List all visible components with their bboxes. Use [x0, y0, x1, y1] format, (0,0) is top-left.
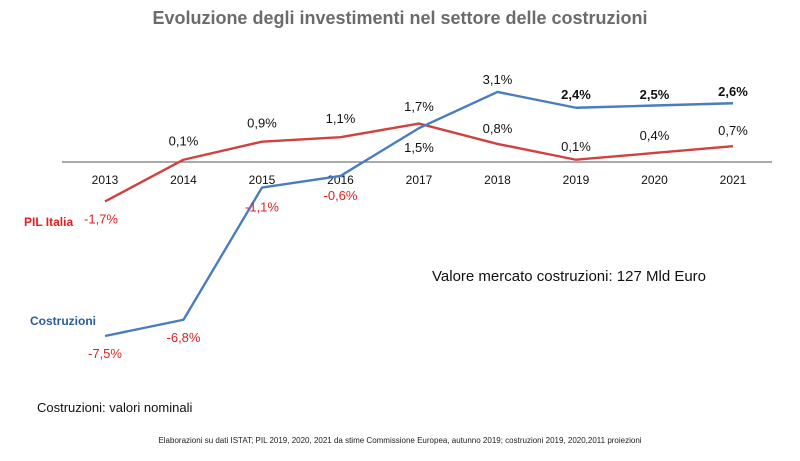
data-label: 1,5%: [404, 140, 434, 155]
data-label: 1,1%: [326, 111, 356, 126]
data-label: 2,6%: [718, 84, 748, 99]
x-tick-label: 2018: [484, 173, 511, 187]
data-label: 0,8%: [483, 121, 513, 136]
x-tick-label: 2020: [641, 173, 668, 187]
source-footnote: Elaborazioni su dati ISTAT; PIL 2019, 20…: [158, 436, 642, 445]
series-line-pil-italia: [104, 122, 734, 203]
series-label-pil-italia: PIL Italia: [24, 215, 73, 229]
x-tick-label: 2015: [249, 173, 276, 187]
series-line-costruzioni: [104, 90, 734, 338]
data-label: 1,7%: [404, 99, 434, 114]
data-label: 0,1%: [561, 139, 591, 154]
data-label: -1,7%: [84, 211, 118, 226]
x-tick-label: 2019: [563, 173, 590, 187]
data-label: -1,1%: [245, 200, 279, 215]
x-tick-label: 2014: [170, 173, 197, 187]
data-label: 0,1%: [169, 134, 199, 149]
market-value-annotation: Valore mercato costruzioni: 127 Mld Euro: [432, 268, 707, 285]
series-label-costruzioni: Costruzioni: [30, 314, 96, 328]
x-tick-label: 2021: [720, 173, 747, 187]
data-label: 2,5%: [640, 87, 670, 102]
data-label: 0,7%: [718, 123, 748, 138]
x-tick-label: 2013: [92, 173, 119, 187]
data-label: -6,8%: [167, 330, 201, 345]
data-label: -0,6%: [324, 188, 358, 203]
chart-title: Evoluzione degli investimenti nel settor…: [152, 8, 648, 28]
data-label: 2,4%: [561, 87, 591, 102]
data-label: 0,4%: [640, 128, 670, 143]
nominal-values-note: Costruzioni: valori nominali: [37, 400, 193, 415]
data-label: 0,9%: [247, 116, 277, 131]
data-label: 3,1%: [483, 72, 513, 87]
data-label: -7,5%: [88, 346, 122, 361]
x-tick-label: 2017: [406, 173, 433, 187]
